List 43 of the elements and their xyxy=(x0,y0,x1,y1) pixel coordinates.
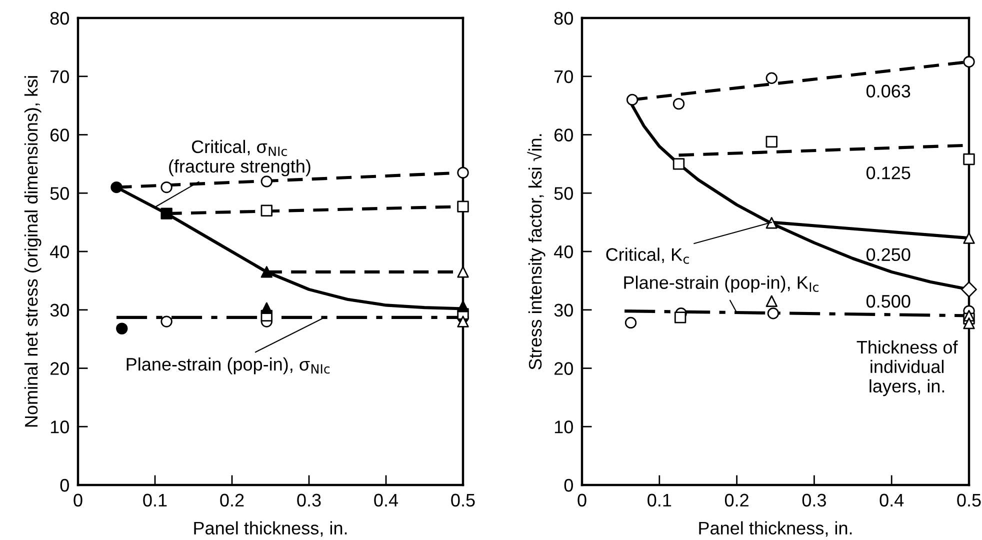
x-tick-label: 0.2 xyxy=(724,494,748,507)
y-tick-label: 50 xyxy=(50,187,69,200)
x-axis-title: Panel thickness, in. xyxy=(699,521,852,537)
x-tick-label: 0.5 xyxy=(451,494,475,507)
y-tick-label: 60 xyxy=(554,128,573,142)
x-tick-label: 0.4 xyxy=(880,494,904,507)
annotation: 0.125 xyxy=(866,166,910,180)
x-tick-label: 0.4 xyxy=(374,494,398,507)
y-axis-title: Nominal net stress (original dimensions), ksi xyxy=(24,76,42,427)
annotation: Plane-strain (pop-in), σ$_{NIc}$ xyxy=(126,357,330,374)
x-tick-label: 0 xyxy=(74,494,82,507)
annotation: 0.500 xyxy=(866,294,910,308)
y-tick-label: 30 xyxy=(554,304,573,317)
y-tick-label: 40 xyxy=(50,245,69,258)
y-tick-label: 10 xyxy=(50,420,69,434)
annotation: Thickness of individual layers, in. xyxy=(856,340,958,396)
y-tick-label: 0 xyxy=(60,478,69,492)
x-tick-label: 0.5 xyxy=(957,494,981,507)
y-tick-label: 30 xyxy=(50,304,69,317)
y-axis-title: Stress intensity factor, ksi √in. xyxy=(527,134,546,370)
y-tick-label: 70 xyxy=(554,70,573,84)
x-tick-label: 0.1 xyxy=(143,494,167,507)
x-tick-label: 0.3 xyxy=(802,494,826,507)
y-tick-label: 20 xyxy=(50,362,69,375)
y-tick-label: 40 xyxy=(554,245,573,258)
annotation: Critical, σ$_{NIc}$ (fracture strength) xyxy=(169,140,310,176)
x-tick-label: 0 xyxy=(578,494,586,507)
x-tick-label: 0.2 xyxy=(220,494,244,507)
y-tick-label: 50 xyxy=(554,187,573,200)
annotation: Plane-strain (pop-in), K$_{Ic}$ xyxy=(624,276,818,293)
annotation: Critical, K$_{c}$ xyxy=(606,248,689,264)
annotation: 0.063 xyxy=(866,84,910,98)
x-tick-label: 0.3 xyxy=(297,494,321,507)
y-tick-label: 80 xyxy=(554,12,573,25)
y-tick-label: 60 xyxy=(50,128,69,142)
y-tick-label: 20 xyxy=(554,362,573,375)
y-tick-label: 10 xyxy=(554,420,573,434)
y-tick-label: 80 xyxy=(50,12,69,25)
y-tick-label: 0 xyxy=(564,478,573,492)
x-axis-title: Panel thickness, in. xyxy=(194,521,347,537)
y-tick-label: 70 xyxy=(50,70,69,84)
x-tick-label: 0.1 xyxy=(648,494,672,507)
annotation: 0.250 xyxy=(866,248,910,262)
